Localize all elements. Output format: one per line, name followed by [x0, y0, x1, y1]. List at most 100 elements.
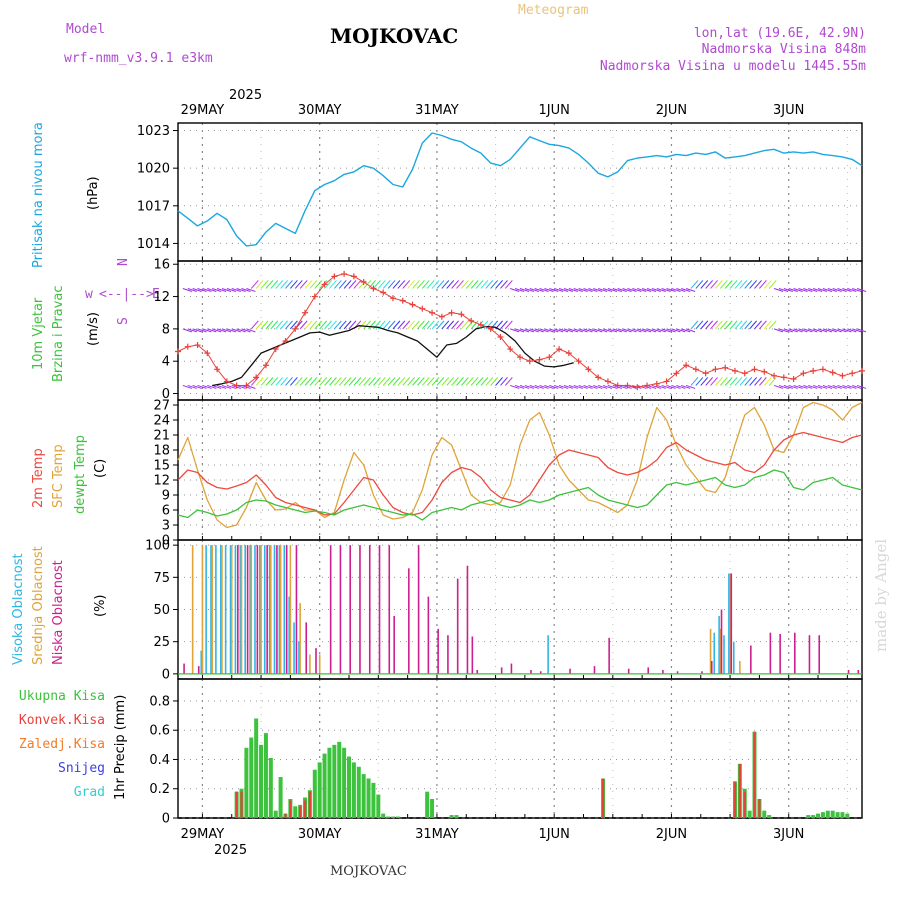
cloud-high-bar [224, 545, 227, 674]
wind-barb [212, 384, 222, 389]
wind-barb [847, 328, 857, 333]
cloud-low-bar [720, 609, 723, 674]
panel-frame [177, 122, 863, 262]
wind-barb [407, 280, 416, 289]
cloud-low-bar [197, 666, 200, 674]
cloud-low-bar [647, 667, 650, 674]
precip-total-bar [845, 813, 850, 818]
precip-conv-bar [303, 800, 307, 818]
wind-barb [510, 288, 520, 292]
gust-marker [673, 370, 680, 377]
wind-barb [549, 384, 559, 389]
gust-marker [683, 362, 690, 369]
cloud-low-bar [569, 668, 571, 674]
y-tick-label: 0 [162, 812, 170, 827]
wind-barb [212, 288, 222, 292]
cloud-low-bar [500, 667, 503, 674]
wind-barb [348, 377, 357, 386]
wind-barb [734, 320, 743, 330]
wind-barb [495, 377, 503, 386]
wind-barb [637, 328, 647, 333]
cloud-mid-bar [240, 545, 243, 674]
cloud-low-bar [266, 545, 268, 674]
wind-barb [460, 320, 469, 330]
precip-legend-conv: Konvek.Kisa [19, 713, 105, 728]
wind-barb [681, 384, 691, 389]
precip-total-bar [356, 766, 361, 818]
wind-barb [441, 377, 450, 386]
wind-barb [593, 384, 603, 389]
precip-total-bar [835, 812, 840, 818]
wind-barb [226, 328, 237, 333]
gust-marker [595, 374, 602, 381]
precip-total-bar [825, 810, 830, 818]
wind-barb [299, 320, 308, 330]
wind-barb [270, 280, 279, 289]
wind-barb [768, 280, 777, 289]
wind-barb [358, 377, 367, 386]
wind-barb [524, 328, 535, 333]
wind-speed-line [212, 325, 574, 387]
precip-total-bar [806, 815, 811, 818]
precip-total-bar [840, 812, 845, 818]
wind-barb [554, 384, 564, 389]
wind-barb [656, 384, 666, 389]
cloud-mid-bar [299, 603, 301, 674]
wind-barb [700, 377, 709, 386]
wind-barb [856, 384, 867, 389]
wind-barb [207, 288, 217, 292]
wind-barb [338, 377, 347, 386]
wind-barb [837, 288, 847, 292]
wind-barb [773, 384, 784, 389]
wind-barb [568, 328, 579, 333]
gust-marker [849, 370, 856, 377]
cloud-mid-bar [729, 573, 731, 674]
wind-barb [749, 320, 758, 330]
wind-barb [431, 320, 440, 330]
wind-barb [573, 328, 583, 333]
wind-barb [495, 280, 503, 289]
wind-barb [285, 320, 293, 330]
wind-barb [260, 280, 269, 289]
wind-barb [651, 328, 662, 333]
wind-barb [759, 320, 767, 330]
wind-barb [504, 320, 513, 330]
cloud-high-bar [205, 545, 207, 674]
wind-barb [299, 377, 308, 386]
model-name: wrf-nmm_v3.9.1 e3km [64, 51, 213, 66]
wind-barb [368, 377, 376, 386]
gust-marker [243, 382, 250, 389]
wind-barb [246, 288, 256, 292]
wind-barb [207, 328, 217, 333]
gust-marker [233, 382, 240, 389]
gust-marker [614, 382, 621, 389]
gust-marker [761, 368, 768, 375]
temp-title-1: 2m Temp [31, 448, 46, 508]
wind-barb [192, 288, 202, 292]
precip-total-bar [342, 747, 347, 818]
wind-barb [583, 288, 593, 292]
wind-barb [510, 384, 520, 389]
wind-barb [387, 280, 396, 289]
precip-axis-label: 1hr Precip (mm) [113, 695, 128, 800]
gust-marker [565, 350, 572, 357]
wind-barb [417, 280, 425, 289]
gust-marker [350, 273, 357, 280]
wind-barb [412, 280, 420, 289]
wind-barb [255, 377, 264, 386]
wind-barb [202, 328, 212, 333]
y-tick-label: 75 [153, 571, 170, 586]
wind-barb [304, 320, 313, 330]
cloud-low-bar [701, 671, 703, 674]
wind-barb [602, 384, 613, 389]
wind-barb [265, 320, 274, 330]
wind-barb [377, 280, 386, 289]
wind-barb [710, 377, 718, 386]
wind-barb [734, 377, 743, 386]
y-tick-label: 0.2 [149, 782, 170, 797]
wind-barb [353, 377, 362, 386]
wind-barb [363, 320, 372, 330]
precip-conv-bar [289, 800, 292, 818]
wind-barb [250, 280, 259, 289]
